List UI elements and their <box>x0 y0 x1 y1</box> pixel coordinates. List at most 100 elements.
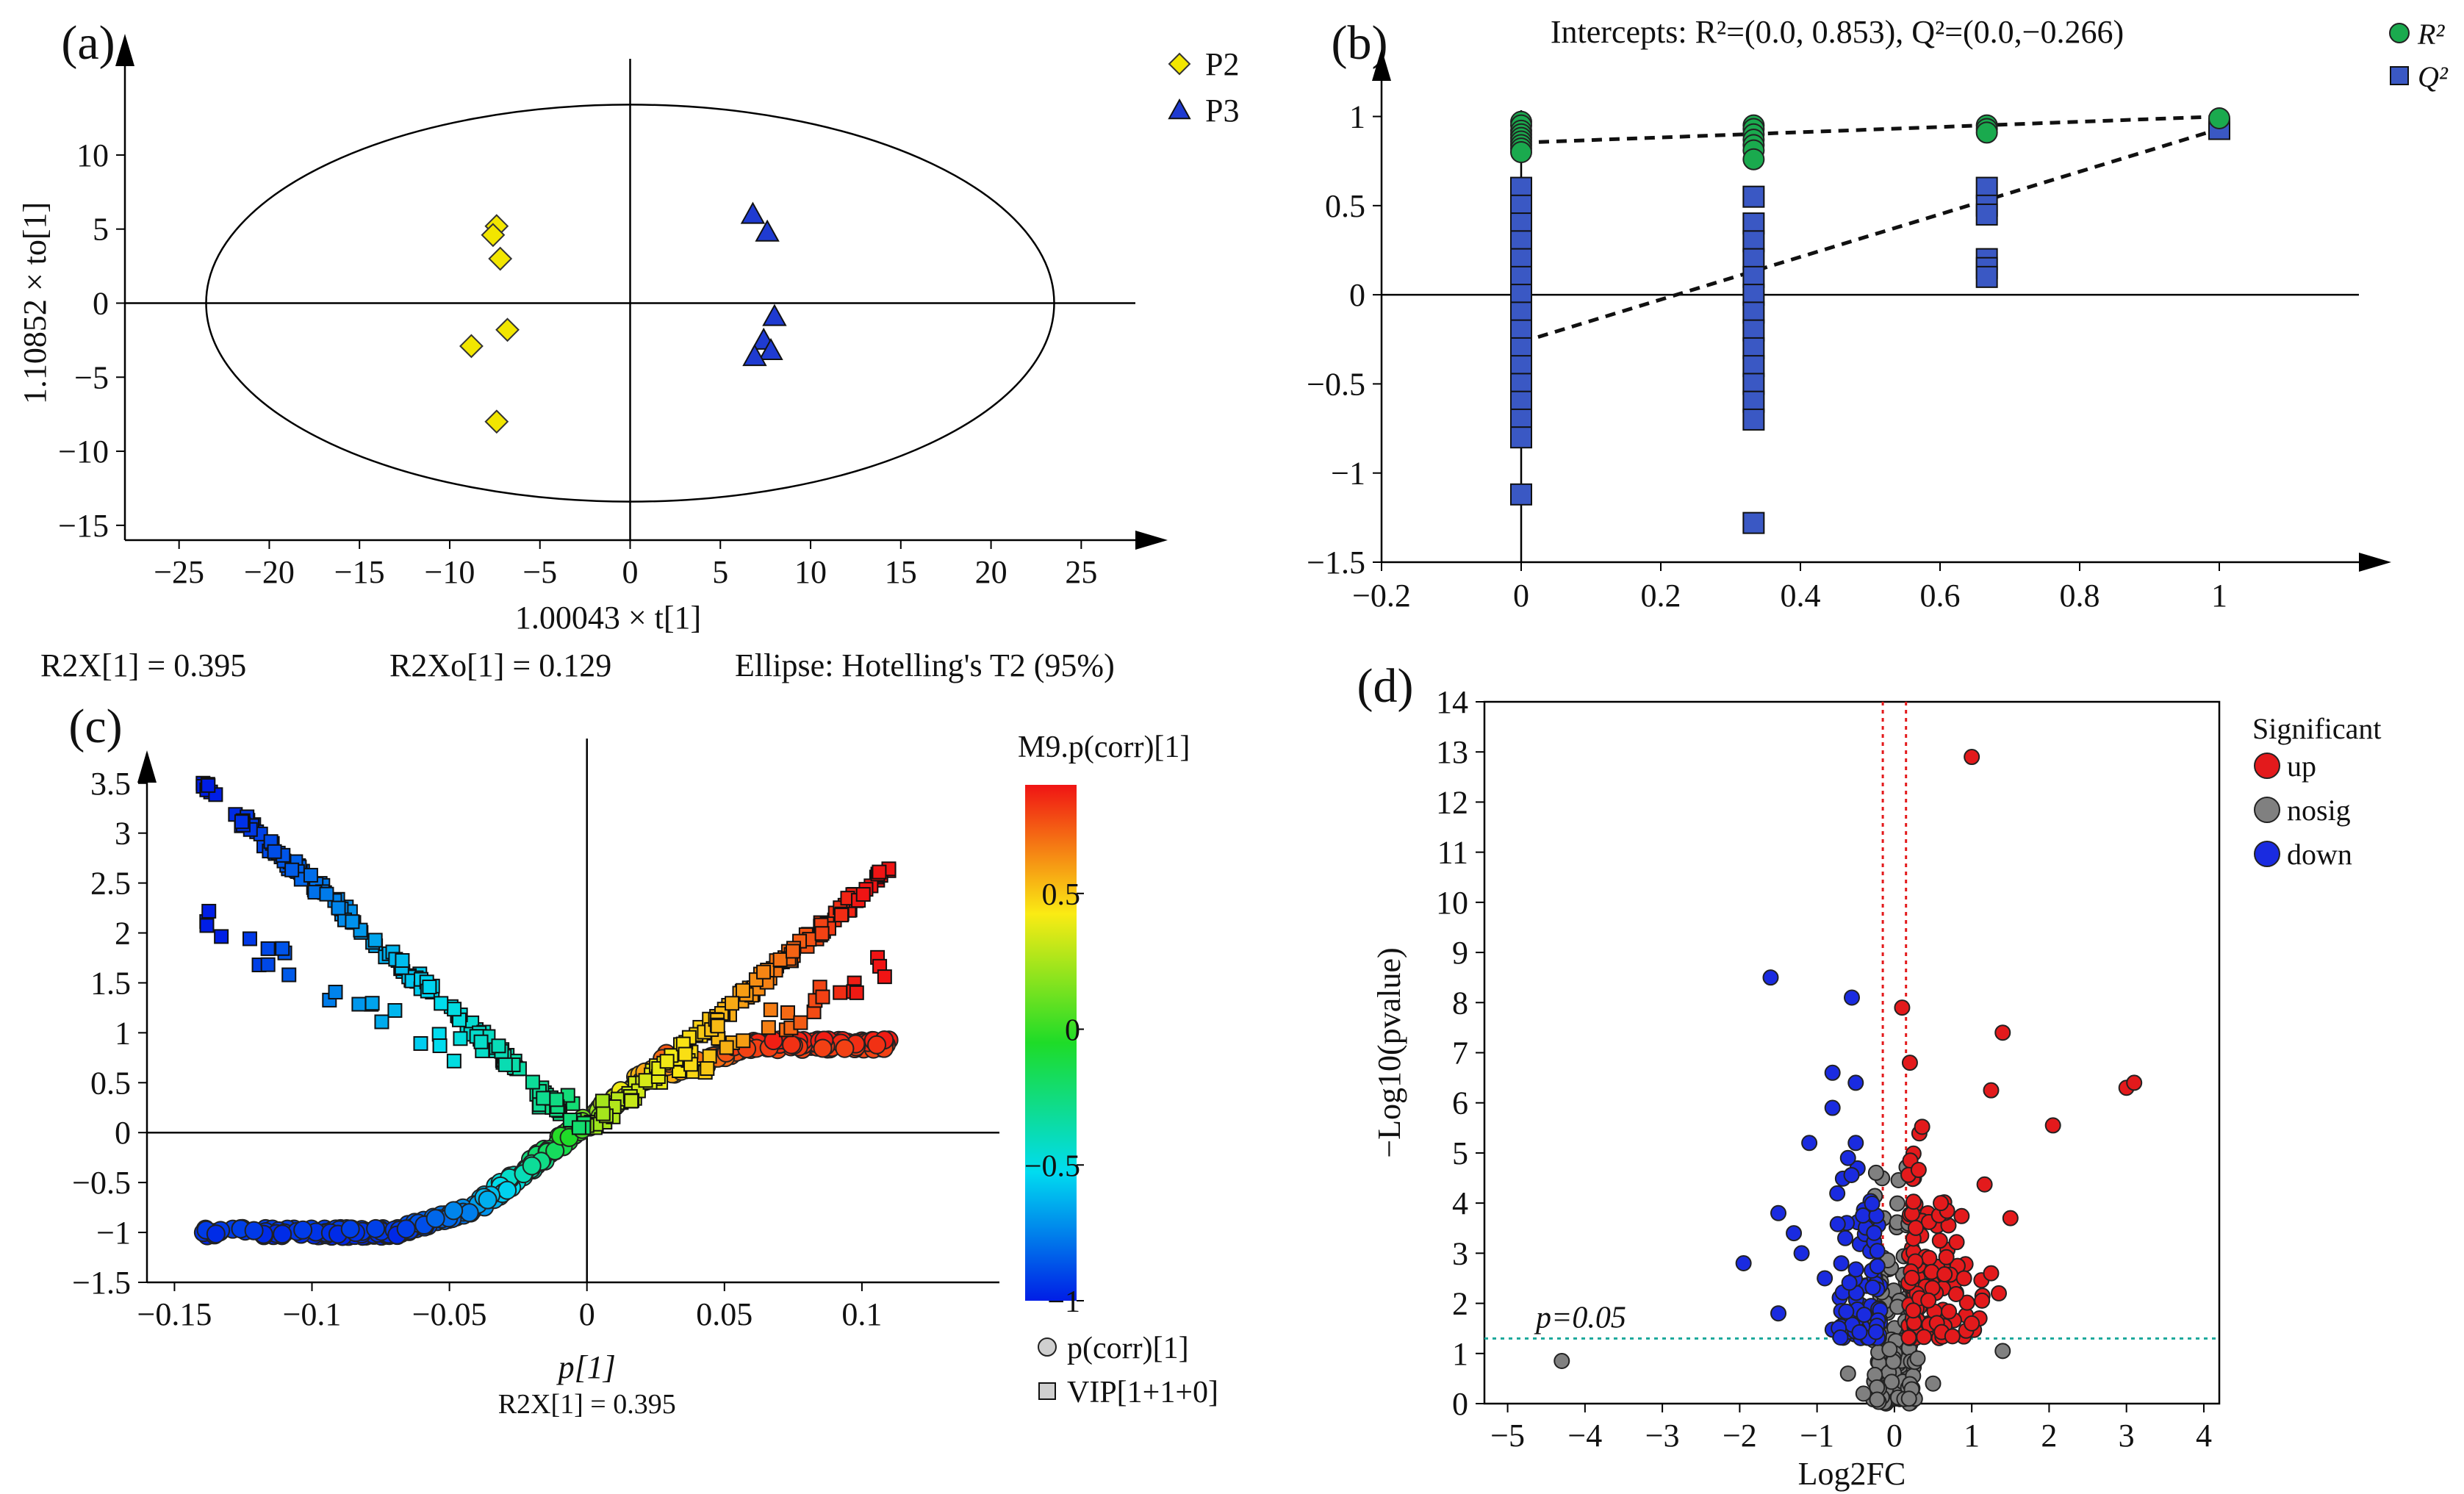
vip-point <box>331 900 346 916</box>
y-tick-label: −1.5 <box>72 1265 131 1301</box>
x-axis-label: Log2FC <box>1798 1456 1906 1492</box>
up-point <box>1991 1285 2007 1301</box>
p2-point <box>481 223 506 248</box>
nosig-point <box>1909 1350 1926 1367</box>
x-tick-label: 0 <box>622 554 639 590</box>
footer-r2xo: R2Xo[1] = 0.129 <box>389 647 611 683</box>
x-tick-label: 0.8 <box>2060 578 2100 614</box>
y-tick-label: 14 <box>1436 684 1468 720</box>
y-tick-label: −5 <box>74 359 109 395</box>
y-tick-label: 0 <box>115 1115 131 1151</box>
colorbar-tick-label: 0 <box>1065 1014 1080 1048</box>
vip-point <box>659 1054 675 1069</box>
q2-point <box>1742 185 1765 208</box>
p2-point <box>495 317 520 342</box>
regression-line-q2 <box>1520 127 2220 345</box>
vip-point <box>786 944 801 959</box>
y-tick-label: 8 <box>1452 985 1468 1021</box>
x-tick-label: 2 <box>2041 1418 2057 1454</box>
p3-point <box>755 219 780 242</box>
panel-b: (b) Intercepts: R²=(0.0, 0.853), Q²=(0.0,… <box>1307 14 2449 614</box>
up-point <box>1905 1193 1922 1210</box>
vip-point <box>267 844 282 859</box>
x-tick-label: −10 <box>425 554 475 590</box>
pcorr-point <box>396 1219 416 1239</box>
x-axis-label: 1.00043 × t[1] <box>515 600 701 636</box>
vip-point <box>491 1038 506 1054</box>
down-point <box>1866 1224 1883 1241</box>
y-axis-label: 1.10852 × to[1] <box>17 202 53 404</box>
pcorr-point <box>425 1209 445 1229</box>
panel-label: (a) <box>61 16 115 70</box>
vip-point <box>214 929 229 944</box>
pcorr-point <box>459 1203 479 1223</box>
vip-point <box>199 918 215 933</box>
down-point <box>1829 1215 1846 1232</box>
colorbar-tick-label: 0.5 <box>1042 878 1081 912</box>
panel-d: (d)−5 −4 −3 −2 −1 0 1 2 3 401234567891011121314Lo… <box>1357 659 2382 1492</box>
q2-point <box>1742 511 1765 534</box>
vip-point <box>201 903 217 919</box>
pcorr-point <box>244 1221 264 1240</box>
up-point <box>1947 1285 1964 1302</box>
y-tick-label: 0 <box>1452 1386 1468 1422</box>
vip-point <box>780 1005 795 1021</box>
p3-point <box>740 201 766 224</box>
x-axis-sublabel: R2X[1] = 0.395 <box>498 1389 676 1420</box>
down-point <box>1841 1274 1858 1291</box>
y-tick-label: 1.5 <box>90 965 131 1001</box>
vip-point <box>234 814 249 830</box>
vip-point <box>772 952 788 967</box>
vip-point <box>700 1061 715 1077</box>
down-point <box>1838 1303 1855 1320</box>
down-point <box>1770 1305 1786 1322</box>
vip-point <box>833 908 849 923</box>
vip-point <box>815 989 830 1005</box>
y-tick-label: 1 <box>1452 1336 1468 1372</box>
p3-point <box>758 337 783 360</box>
p2-point <box>484 409 509 434</box>
vip-point <box>571 1120 586 1135</box>
y-tick-label: −15 <box>58 508 109 544</box>
vip-point <box>432 1038 448 1054</box>
vip-point <box>624 1093 639 1109</box>
nosig-point <box>1994 1343 2011 1360</box>
up-point <box>1938 1249 1955 1265</box>
up-point <box>1905 1302 1922 1319</box>
down-point <box>1843 1166 1860 1183</box>
y-tick-label: 10 <box>76 137 109 173</box>
y-tick-label: 12 <box>1436 784 1468 820</box>
y-tick-label: 5 <box>93 212 109 248</box>
legend-circle-icon <box>2389 23 2410 43</box>
y-tick-label: −10 <box>58 434 109 470</box>
up-point <box>1914 1118 1930 1135</box>
down-point <box>1851 1324 1868 1340</box>
up-point <box>1936 1266 1953 1283</box>
up-point <box>1910 1162 1927 1179</box>
pcorr-point <box>478 1190 498 1210</box>
p3-point <box>762 304 787 326</box>
up-point <box>1907 1219 1924 1236</box>
y-tick-label: −1 <box>96 1215 131 1251</box>
x-tick-label: −25 <box>154 554 204 590</box>
nosig-point <box>1889 1195 1906 1212</box>
x-tick-label: −0.2 <box>1352 578 1411 614</box>
colorbar-tick-label: −0.5 <box>1024 1149 1080 1183</box>
down-point <box>1844 989 1860 1006</box>
down-point <box>1847 1135 1864 1152</box>
y-tick-label: 4 <box>1452 1185 1468 1221</box>
vip-point <box>710 1019 725 1034</box>
vip-point <box>849 985 864 1000</box>
y-tick-label: 0 <box>93 286 109 322</box>
pcorr-point <box>444 1201 464 1221</box>
nosig-point <box>1900 1390 1917 1407</box>
down-point <box>1847 1074 1864 1091</box>
up-point <box>1964 749 1980 766</box>
legend-title: Significant <box>2252 712 2382 745</box>
vip-point <box>756 964 772 980</box>
legend-down-icon <box>2254 841 2280 867</box>
pcorr-point <box>498 1180 517 1200</box>
down-point <box>1793 1245 1810 1262</box>
y-tick-label: 9 <box>1452 935 1468 971</box>
colorbar-title: M9.p(corr)[1] <box>1018 730 1190 764</box>
